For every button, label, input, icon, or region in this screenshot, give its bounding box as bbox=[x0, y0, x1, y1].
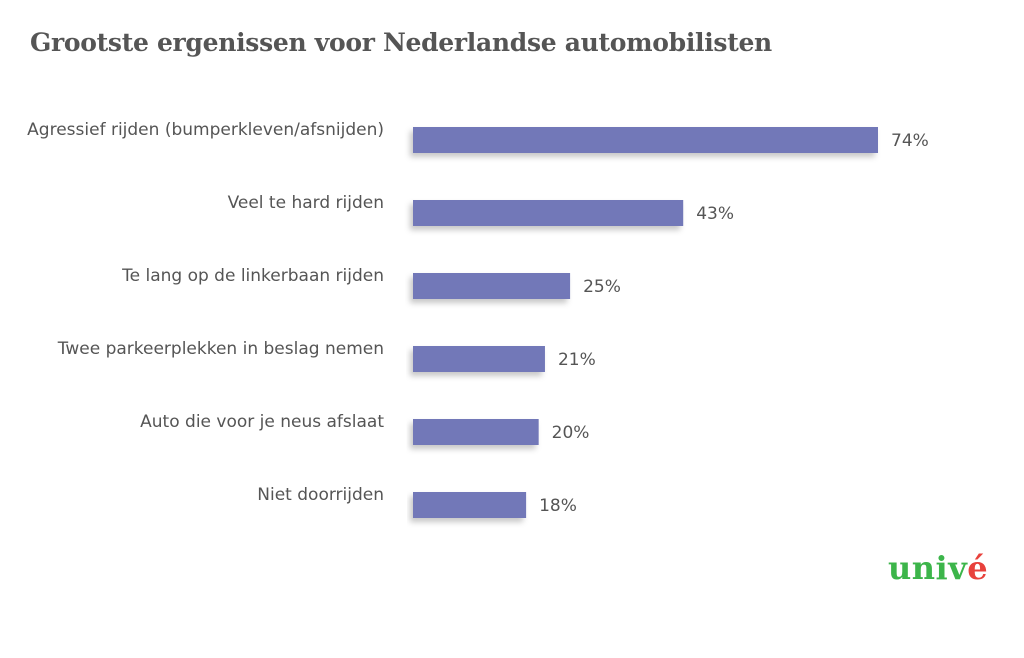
logo-text-accent: é bbox=[967, 549, 989, 587]
bar bbox=[413, 419, 539, 445]
value-label: 43% bbox=[696, 204, 734, 224]
value-label: 20% bbox=[552, 423, 590, 443]
unive-logo: univé bbox=[888, 552, 988, 584]
bar bbox=[413, 273, 571, 299]
category-label: Te lang op de linkerbaan rijden bbox=[121, 266, 384, 286]
category-label: Niet doorrijden bbox=[257, 485, 384, 505]
category-label: Agressief rijden (bumperkleven/afsnijden… bbox=[27, 120, 384, 140]
value-label: 25% bbox=[583, 277, 621, 297]
value-label: 18% bbox=[539, 496, 577, 516]
category-label: Veel te hard rijden bbox=[228, 193, 384, 213]
category-label: Auto die voor je neus afslaat bbox=[140, 412, 384, 432]
bar bbox=[413, 127, 878, 153]
logo-text-main: univ bbox=[888, 549, 968, 587]
bar-row: Twee parkeerplekken in beslag nemen 21% bbox=[57, 339, 596, 372]
bar-row: Auto die voor je neus afslaat 20% bbox=[140, 412, 589, 445]
bar bbox=[413, 200, 684, 226]
bars-layer: Agressief rijden (bumperkleven/afsnijden… bbox=[27, 120, 929, 518]
category-label: Twee parkeerplekken in beslag nemen bbox=[57, 339, 384, 359]
value-label: 74% bbox=[891, 131, 929, 151]
bar-row: Niet doorrijden 18% bbox=[257, 485, 577, 518]
bar bbox=[413, 346, 545, 372]
bar-row: Agressief rijden (bumperkleven/afsnijden… bbox=[27, 120, 929, 153]
value-label: 21% bbox=[558, 350, 596, 370]
bar-row: Te lang op de linkerbaan rijden 25% bbox=[121, 266, 621, 299]
bar-row: Veel te hard rijden 43% bbox=[228, 193, 734, 226]
chart-title: Grootste ergenissen voor Nederlandse aut… bbox=[30, 28, 772, 57]
bar bbox=[413, 492, 527, 518]
